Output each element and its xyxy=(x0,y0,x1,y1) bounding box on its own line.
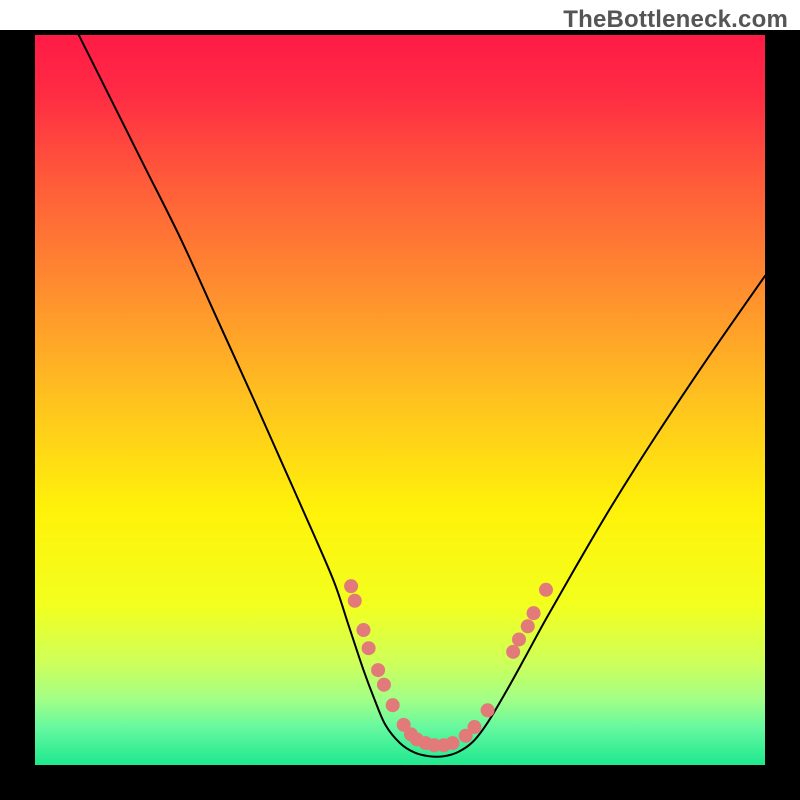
watermark-text: TheBottleneck.com xyxy=(563,6,788,34)
plot-area xyxy=(35,35,765,765)
